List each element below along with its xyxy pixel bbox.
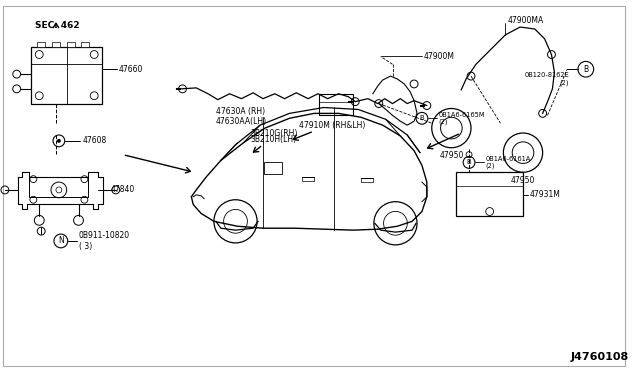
- Text: 47900M: 47900M: [424, 52, 455, 61]
- Text: 47630A (RH)
47630AA(LH): 47630A (RH) 47630AA(LH): [216, 107, 267, 126]
- Text: 0B1A6-6161A
(2): 0B1A6-6161A (2): [486, 156, 531, 169]
- Text: 47900MA: 47900MA: [508, 16, 543, 25]
- FancyBboxPatch shape: [67, 42, 75, 46]
- Text: 47910M (RH&LH): 47910M (RH&LH): [300, 121, 365, 130]
- Text: 0B1A6-6165M
(2): 0B1A6-6165M (2): [438, 112, 485, 125]
- Text: 47950: 47950: [439, 151, 463, 160]
- Text: 47660: 47660: [119, 65, 143, 74]
- Text: B: B: [467, 160, 472, 166]
- FancyBboxPatch shape: [37, 42, 45, 46]
- FancyBboxPatch shape: [3, 6, 625, 366]
- Text: 3B210G(RH): 3B210G(RH): [250, 128, 298, 138]
- FancyBboxPatch shape: [31, 46, 102, 103]
- FancyBboxPatch shape: [264, 163, 282, 174]
- Text: 0B120-8162E
(2): 0B120-8162E (2): [524, 72, 569, 86]
- Text: 47608: 47608: [83, 137, 107, 145]
- FancyBboxPatch shape: [319, 94, 353, 115]
- Text: SEC. 462: SEC. 462: [35, 20, 80, 29]
- Text: B: B: [583, 65, 588, 74]
- Text: N: N: [58, 237, 64, 246]
- Text: J4760108: J4760108: [571, 352, 629, 362]
- FancyBboxPatch shape: [81, 42, 90, 46]
- Circle shape: [57, 139, 61, 143]
- Text: B: B: [420, 115, 424, 121]
- Text: 47931M: 47931M: [530, 190, 561, 199]
- Text: 47950: 47950: [511, 176, 535, 185]
- FancyBboxPatch shape: [456, 172, 523, 217]
- FancyBboxPatch shape: [52, 42, 60, 46]
- Text: 47840: 47840: [111, 185, 135, 195]
- Text: 0B911-10820
( 3): 0B911-10820 ( 3): [79, 231, 130, 251]
- Text: 3B210H(LH): 3B210H(LH): [250, 135, 296, 144]
